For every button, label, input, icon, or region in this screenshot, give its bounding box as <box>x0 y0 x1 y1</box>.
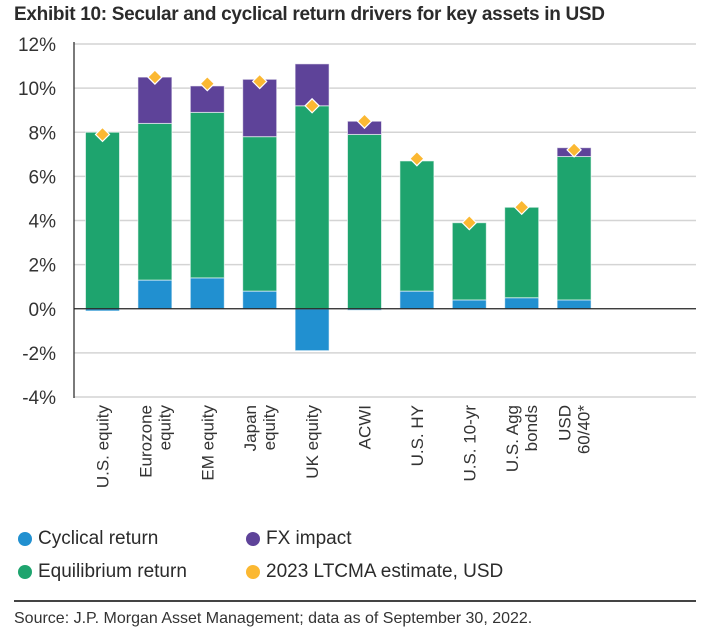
ltcma-diamond <box>94 126 111 143</box>
source-note: Source: J.P. Morgan Asset Management; da… <box>14 610 533 627</box>
bar-equilibrium <box>294 105 330 310</box>
x-tick-label: bonds <box>522 405 541 451</box>
y-tick-label: 4% <box>29 212 57 233</box>
x-tick-label: USD <box>556 405 575 441</box>
bar-cyclical <box>242 290 278 310</box>
ltcma-diamond <box>251 73 268 90</box>
x-tick-label: U.S. equity <box>94 405 113 489</box>
chart-title: Exhibit 10: Secular and cyclical return … <box>14 4 605 25</box>
legend-swatch-equilibrium <box>18 565 32 579</box>
legend-label-cyclical: Cyclical return <box>38 528 159 549</box>
y-tick-label: 6% <box>29 167 57 188</box>
legend-swatch-fx <box>246 532 260 546</box>
bar-equilibrium <box>242 136 278 292</box>
ltcma-diamond <box>304 97 320 114</box>
bar-equilibrium <box>85 131 120 310</box>
ltcma-diamond <box>356 113 373 130</box>
bar-equilibrium <box>504 206 540 299</box>
bar-cyclical <box>399 290 435 310</box>
bar-cyclical <box>294 308 330 352</box>
x-tick-label: U.S. Agg <box>503 405 522 472</box>
x-tick-label: Japan <box>241 405 260 451</box>
y-tick-label: 0% <box>29 300 57 321</box>
x-tick-label: U.S. 10-yr <box>460 405 479 482</box>
ltcma-diamond <box>147 69 163 85</box>
x-tick-label: EM equity <box>198 405 217 481</box>
y-tick-label: 2% <box>29 256 57 277</box>
divider <box>14 600 696 602</box>
legend-label-ltcma: 2023 LTCMA estimate, USD <box>266 561 504 582</box>
x-tick-label: equity <box>260 405 279 451</box>
legend-item-cyclical: Cyclical return <box>18 528 158 550</box>
x-tick-label: 60/40* <box>575 405 594 455</box>
bar-cyclical <box>137 279 173 310</box>
ltcma-diamond <box>461 214 478 231</box>
legend-label-fx: FX impact <box>266 528 352 549</box>
legend-item-ltcma: 2023 LTCMA estimate, USD <box>246 561 503 583</box>
legend-swatch-cyclical <box>18 532 32 546</box>
ltcma-diamond <box>566 142 582 158</box>
legend-item-equilibrium: Equilibrium return <box>18 561 187 583</box>
legend-item-fx: FX impact <box>246 528 352 550</box>
x-tick-label: Eurozone <box>136 405 155 478</box>
bar-cyclical <box>189 277 225 310</box>
y-tick-label: 8% <box>29 123 57 144</box>
bar-equilibrium <box>556 156 592 301</box>
bar-equilibrium <box>137 122 173 281</box>
ltcma-diamond <box>409 150 425 167</box>
ltcma-diamond <box>513 199 530 216</box>
x-tick-label: equity <box>155 405 174 451</box>
bar-cyclical <box>504 297 540 310</box>
x-tick-label: U.S. HY <box>408 405 427 466</box>
y-tick-label: 12% <box>18 35 56 56</box>
y-tick-label: -2% <box>22 344 56 365</box>
ltcma-diamond <box>199 75 216 92</box>
y-tick-label: 10% <box>18 79 56 100</box>
y-tick-label: -4% <box>22 388 56 409</box>
legend-label-equilibrium: Equilibrium return <box>38 561 187 582</box>
bar-cyclical <box>556 299 592 310</box>
legend-swatch-ltcma <box>246 565 260 579</box>
bar-equilibrium <box>399 160 435 292</box>
chart-plot: 12% 10% 8% 6% 4% 2% 0% -2% -4% U.S. equity Eurozo… <box>18 35 696 489</box>
bar-equilibrium <box>347 133 382 310</box>
bar-equilibrium <box>451 222 487 301</box>
x-tick-label: UK equity <box>303 405 322 479</box>
x-tick-label: ACWI <box>356 405 375 449</box>
bar-cyclical <box>451 299 487 310</box>
bar-equilibrium <box>189 111 225 279</box>
